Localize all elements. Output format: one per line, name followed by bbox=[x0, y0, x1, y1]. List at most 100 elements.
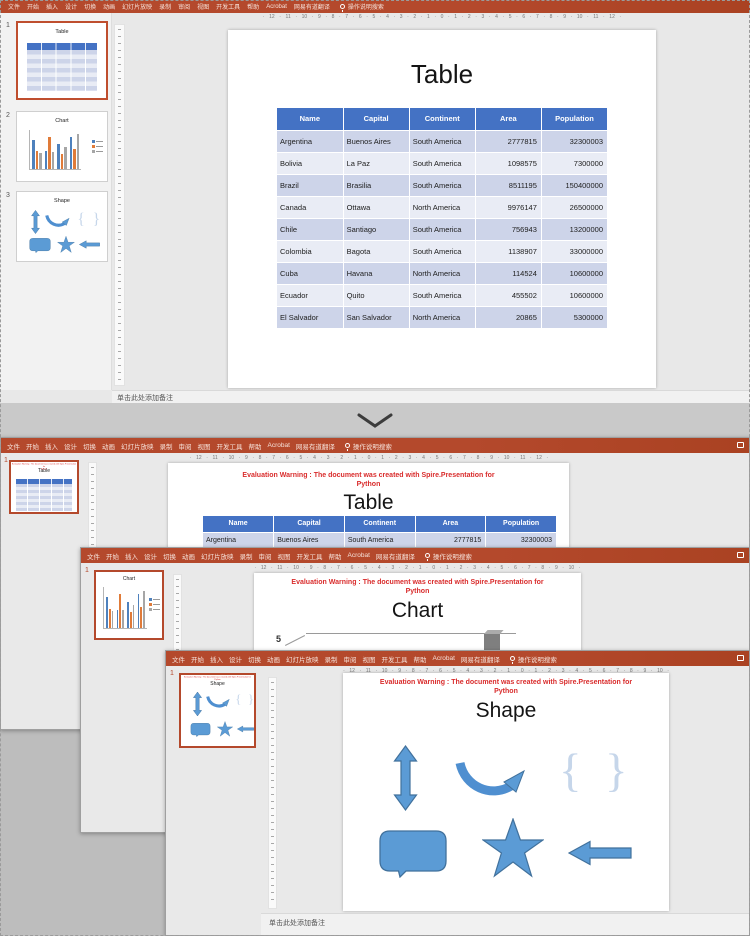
menu-item[interactable]: 录制 bbox=[324, 656, 338, 664]
menu-item[interactable]: 帮助 bbox=[248, 443, 262, 451]
menu-item[interactable]: 切换 bbox=[84, 5, 97, 11]
thumb-title: Shape bbox=[210, 681, 225, 687]
menu-item[interactable]: 开发工具 bbox=[216, 443, 243, 451]
menu-item[interactable]: 视图 bbox=[197, 443, 211, 451]
menu-item[interactable]: 动画 bbox=[103, 5, 116, 11]
menu-item[interactable]: 审阅 bbox=[343, 656, 357, 664]
thumbnail-slide-table[interactable]: Evaluation Warning : The document was cr… bbox=[9, 460, 79, 514]
menu-item[interactable]: 视图 bbox=[277, 553, 291, 561]
menu-item[interactable]: 幻灯片放映 bbox=[286, 656, 319, 664]
comment-icon[interactable] bbox=[737, 655, 744, 661]
menu-item[interactable]: 网易有道翻译 bbox=[293, 5, 330, 11]
share-icon[interactable] bbox=[737, 442, 744, 448]
menu-item[interactable]: 动画 bbox=[182, 553, 195, 561]
menu-item[interactable]: 帮助 bbox=[328, 553, 342, 561]
braces-shape[interactable] bbox=[558, 747, 624, 795]
menu-item[interactable]: Acrobat bbox=[347, 552, 370, 559]
bar bbox=[39, 153, 42, 169]
table-cell: Santiago bbox=[343, 217, 410, 240]
slide-canvas-table[interactable]: Table Name Capital Continent Area Population… bbox=[228, 30, 656, 388]
menu-item[interactable]: 开发工具 bbox=[296, 553, 323, 561]
menu-item[interactable]: 切换 bbox=[163, 553, 176, 561]
menu-item[interactable]: 录制 bbox=[159, 5, 172, 11]
table-row: Argentina Buenos Aires South America 277781… bbox=[277, 129, 609, 152]
menu-item[interactable]: 审阅 bbox=[178, 5, 191, 11]
menu-item[interactable]: 动画 bbox=[267, 656, 280, 664]
notes-pane[interactable]: 单击此处添加备注 bbox=[261, 913, 749, 935]
thumbnail-slide-shape[interactable]: Shape bbox=[16, 191, 108, 262]
menu-item[interactable]: 审阅 bbox=[258, 553, 272, 561]
table-cell: Bagota bbox=[343, 239, 410, 262]
legend-item bbox=[149, 603, 160, 606]
flow-arrow-down-icon bbox=[357, 413, 393, 428]
menu-item[interactable]: 文件 bbox=[7, 443, 20, 451]
table-cell: 1098575 bbox=[475, 151, 542, 174]
menu-item[interactable]: Acrobat bbox=[432, 655, 455, 662]
table-cell: 26500000 bbox=[541, 195, 609, 218]
tell-me-search[interactable]: 操作说明搜索 bbox=[347, 5, 384, 11]
bar-group bbox=[127, 587, 135, 628]
thumbnail-slide-table[interactable]: Table bbox=[16, 21, 108, 100]
menu-item[interactable]: 设计 bbox=[64, 443, 77, 451]
slide-table[interactable]: Name Capital Continent Area Population Argent… bbox=[277, 108, 609, 328]
menu-item[interactable]: 插入 bbox=[210, 656, 223, 664]
menu-item[interactable]: 录制 bbox=[159, 443, 173, 451]
menu-item[interactable]: 开始 bbox=[106, 553, 119, 561]
left-arrow-shape[interactable] bbox=[568, 840, 632, 866]
menu-item[interactable]: 开发工具 bbox=[216, 5, 241, 11]
menu-item[interactable]: 帮助 bbox=[247, 5, 260, 11]
menu-item[interactable]: 视图 bbox=[197, 5, 210, 11]
menu-item[interactable]: 开始 bbox=[27, 5, 40, 11]
thumbnail-slide-shape[interactable]: Evaluation Warning : The document was cr… bbox=[179, 673, 256, 748]
menu-item[interactable]: 幻灯片放映 bbox=[201, 553, 234, 561]
table-cell: Brazil bbox=[277, 173, 344, 196]
menu-item[interactable]: 文件 bbox=[87, 553, 100, 561]
menu-item[interactable]: Acrobat bbox=[267, 442, 290, 449]
menu-item[interactable]: 幻灯片放映 bbox=[122, 5, 153, 11]
menu-item[interactable]: 设计 bbox=[65, 5, 78, 11]
tell-me-search[interactable]: 操作说明搜索 bbox=[432, 553, 472, 561]
star-shape[interactable] bbox=[482, 818, 544, 878]
menu-item[interactable]: Acrobat bbox=[266, 3, 287, 10]
menu-item[interactable]: 插入 bbox=[125, 553, 138, 561]
menu-item[interactable]: 帮助 bbox=[413, 656, 427, 664]
thumbnail-slide-chart[interactable]: Chart bbox=[16, 111, 108, 182]
slide-canvas-shape[interactable]: Evaluation Warning : The document was cr… bbox=[343, 673, 669, 911]
share-icon[interactable] bbox=[737, 552, 744, 558]
notes-pane[interactable]: 单击此处添加备注 bbox=[112, 390, 750, 403]
slide-canvas-chart[interactable]: Evaluation Warning : The document was cr… bbox=[254, 573, 581, 651]
menu-item[interactable]: 设计 bbox=[144, 553, 157, 561]
curved-arrow-shape bbox=[45, 214, 73, 228]
column-header: Continent bbox=[344, 516, 416, 532]
menu-item[interactable]: 切换 bbox=[248, 656, 261, 664]
menu-item[interactable]: 幻灯片放映 bbox=[121, 443, 154, 451]
menu-item[interactable]: 设计 bbox=[229, 656, 242, 664]
thumbnail-slide-chart[interactable]: Chart bbox=[94, 570, 164, 640]
tell-me-search[interactable]: 操作说明搜索 bbox=[352, 443, 392, 451]
menu-item[interactable]: 文件 bbox=[172, 656, 185, 664]
menu-item[interactable]: 开发工具 bbox=[381, 656, 408, 664]
curved-arrow-shape[interactable] bbox=[455, 759, 535, 799]
table-cell: Buenos Aires bbox=[343, 129, 410, 152]
menu-item[interactable]: 插入 bbox=[46, 5, 59, 11]
tell-me-search[interactable]: 操作说明搜索 bbox=[517, 656, 557, 664]
menu-item[interactable]: 文件 bbox=[8, 5, 21, 11]
menu-item[interactable]: 动画 bbox=[102, 443, 115, 451]
ribbon-menu: 文件 开始 插入 设计 切换 动画 幻灯片放映 录制 审阅 视图 开发工具 帮助 Acrobat 网易有道… bbox=[87, 551, 415, 561]
callout-shape[interactable] bbox=[379, 830, 447, 878]
table-row: Colombia Bagota South America 1138907 330000… bbox=[277, 239, 609, 262]
column-header: Population bbox=[485, 516, 557, 532]
menu-item[interactable]: 开始 bbox=[26, 443, 39, 451]
menu-item[interactable]: 切换 bbox=[83, 443, 96, 451]
updown-arrow-shape[interactable] bbox=[393, 745, 418, 811]
bar bbox=[44, 151, 47, 169]
menu-item[interactable]: 录制 bbox=[239, 553, 253, 561]
vertical-ruler bbox=[114, 24, 125, 386]
menu-item[interactable]: 网易有道翻译 bbox=[375, 553, 415, 561]
menu-item[interactable]: 插入 bbox=[45, 443, 58, 451]
menu-item[interactable]: 网易有道翻译 bbox=[460, 656, 500, 664]
menu-item[interactable]: 审阅 bbox=[178, 443, 192, 451]
menu-item[interactable]: 视图 bbox=[362, 656, 376, 664]
menu-item[interactable]: 网易有道翻译 bbox=[295, 443, 335, 451]
menu-item[interactable]: 开始 bbox=[191, 656, 204, 664]
